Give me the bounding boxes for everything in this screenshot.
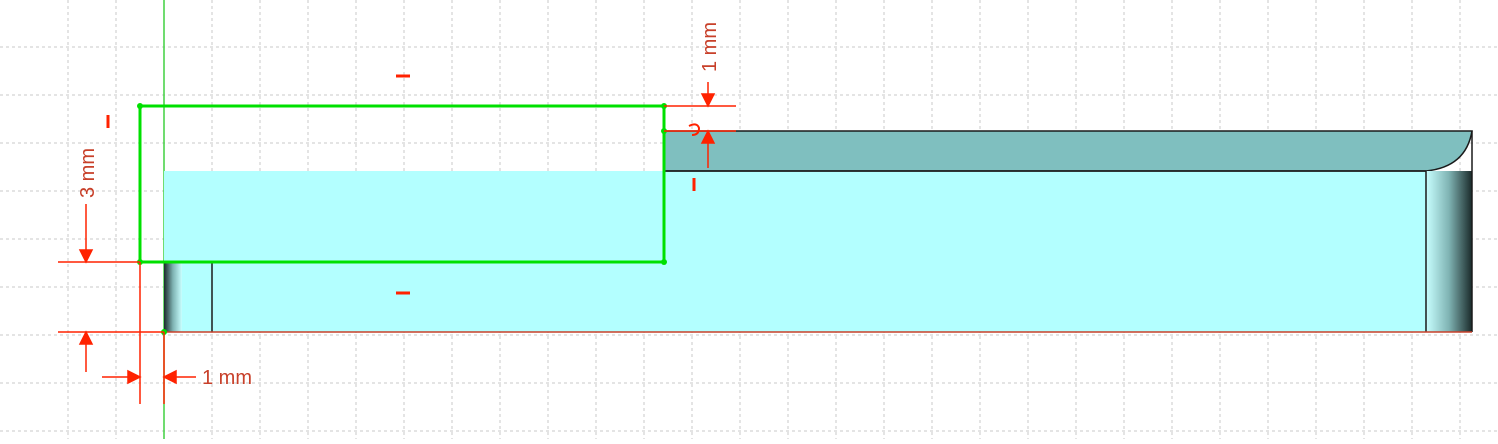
body-right-edge-shade [1426, 171, 1472, 332]
body-chamfer-face[interactable] [663, 130, 1473, 172]
sketch-vertex[interactable] [661, 259, 667, 265]
dimension-top-offset-label[interactable]: 1 mm [699, 22, 721, 72]
part-body[interactable] [164, 130, 1473, 333]
sketch-rectangle[interactable] [138, 104, 666, 264]
tangent-constraint-icon[interactable] [688, 123, 701, 136]
dimension-top-offset[interactable]: 1 mm [664, 22, 736, 168]
dimension-left-offset-label[interactable]: 1 mm [202, 367, 252, 389]
body-left-edge-shade [164, 262, 182, 332]
dimension-height-label[interactable]: 3 mm [77, 148, 99, 198]
sketch-geometry[interactable] [137, 103, 667, 335]
sketch-vertex[interactable] [137, 103, 143, 109]
dimension-left-offset[interactable]: 1 mm [102, 262, 252, 404]
constraint-markers[interactable] [106, 74, 701, 295]
dimension-height[interactable]: 3 mm [58, 148, 164, 372]
body-left-step-face[interactable] [164, 262, 664, 332]
